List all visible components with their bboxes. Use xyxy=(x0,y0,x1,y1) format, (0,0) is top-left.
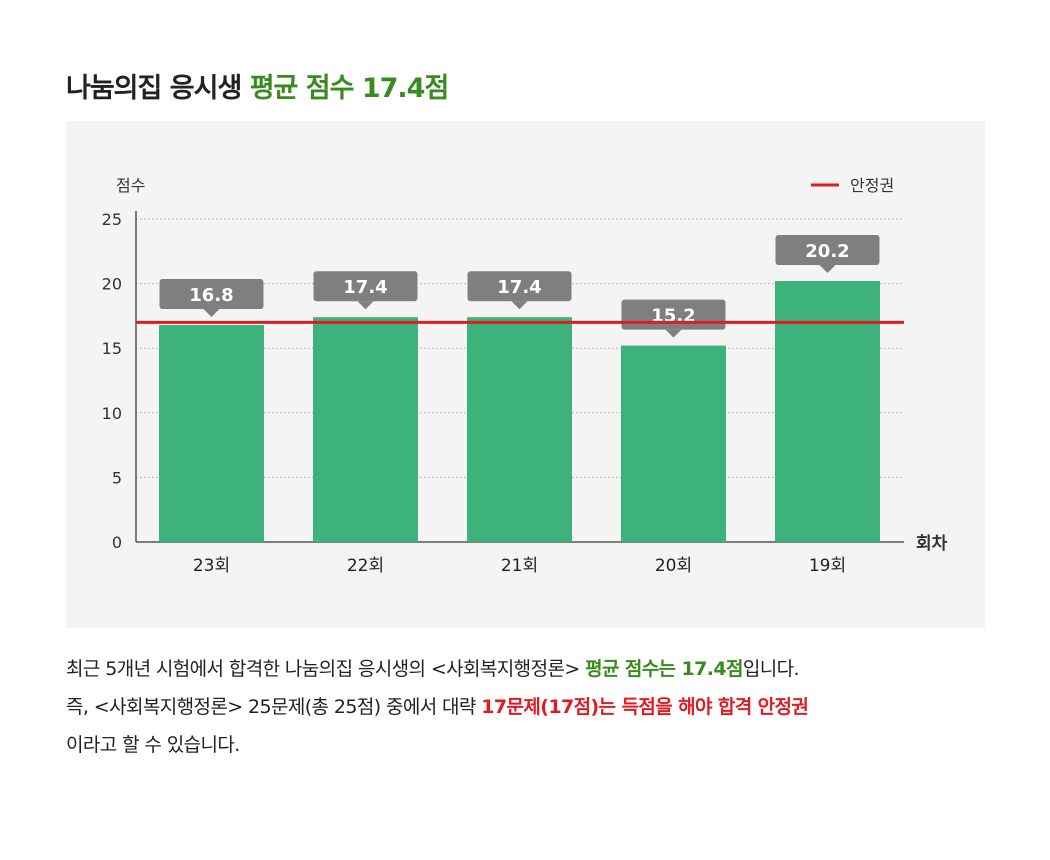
x-tick-label: 21회 xyxy=(501,556,538,576)
description-line-2: 즉, <사회복지행정론> 25문제(총 25점) 중에서 대략 17문제(17점… xyxy=(66,688,996,726)
bar xyxy=(313,317,418,542)
data-label-pointer xyxy=(203,308,220,317)
data-label-pointer xyxy=(819,265,836,274)
data-label-pointer xyxy=(511,301,528,310)
x-tick-label: 23회 xyxy=(193,556,230,576)
description: 최근 5개년 시험에서 합격한 나눔의집 응시생의 <사회복지행정론> 평균 점… xyxy=(66,650,996,764)
description-highlight-safe-zone: 17문제(17점)는 득점을 해야 합격 안정권 xyxy=(481,696,809,718)
data-label: 16.8 xyxy=(189,285,233,306)
data-label: 17.4 xyxy=(497,277,541,298)
data-label-pointer xyxy=(665,329,682,338)
data-label-box xyxy=(313,271,418,302)
bar xyxy=(467,317,572,542)
description-text-2: 즉, <사회복지행정론> 25문제(총 25점) 중에서 대략 xyxy=(66,696,482,718)
description-highlight-average: 평균 점수는 17.4점 xyxy=(585,658,743,680)
page-title: 나눔의집 응시생 평균 점수 17.4점 xyxy=(66,66,450,105)
description-line-3: 이라고 할 수 있습니다. xyxy=(66,726,996,764)
title-prefix: 나눔의집 응시생 xyxy=(66,73,250,104)
description-text-3: 이라고 할 수 있습니다. xyxy=(66,734,240,756)
chart-panel: 0 5 10 15 20 25 점수 회차 16.8 23회 17.4 22회 17.4 21회 15.2 2… xyxy=(66,121,985,628)
description-text-1: 최근 5개년 시험에서 합격한 나눔의집 응시생의 <사회복지행정론> xyxy=(66,658,586,680)
x-tick-label: 22회 xyxy=(347,556,384,576)
title-highlight: 평균 점수 17.4점 xyxy=(249,73,450,104)
x-axis-title: 회차 xyxy=(916,534,948,554)
data-label: 17.4 xyxy=(343,277,387,298)
data-label-box xyxy=(467,271,572,302)
legend-label: 안정권 xyxy=(850,176,894,195)
y-tick-label: 15 xyxy=(102,339,122,358)
data-label-box xyxy=(775,235,880,266)
bar xyxy=(775,281,880,542)
data-label-pointer xyxy=(357,301,374,310)
x-tick-label: 19회 xyxy=(809,556,846,576)
bar-chart: 0510152025점수회차16.823회17.422회17.421회15.22… xyxy=(102,176,948,576)
y-tick-label: 10 xyxy=(102,404,122,423)
description-line-1: 최근 5개년 시험에서 합격한 나눔의집 응시생의 <사회복지행정론> 평균 점… xyxy=(66,650,996,688)
x-tick-label: 20회 xyxy=(655,556,692,576)
description-suffix-1: 입니다. xyxy=(742,658,800,680)
bar xyxy=(621,345,726,542)
y-tick-label: 25 xyxy=(102,210,122,229)
y-tick-label: 5 xyxy=(112,468,122,487)
data-label: 20.2 xyxy=(805,241,849,262)
y-tick-label: 20 xyxy=(102,275,122,294)
data-label-box xyxy=(159,278,264,309)
y-tick-label: 0 xyxy=(112,533,122,552)
bar xyxy=(159,324,264,542)
y-axis-title: 점수 xyxy=(116,176,145,195)
